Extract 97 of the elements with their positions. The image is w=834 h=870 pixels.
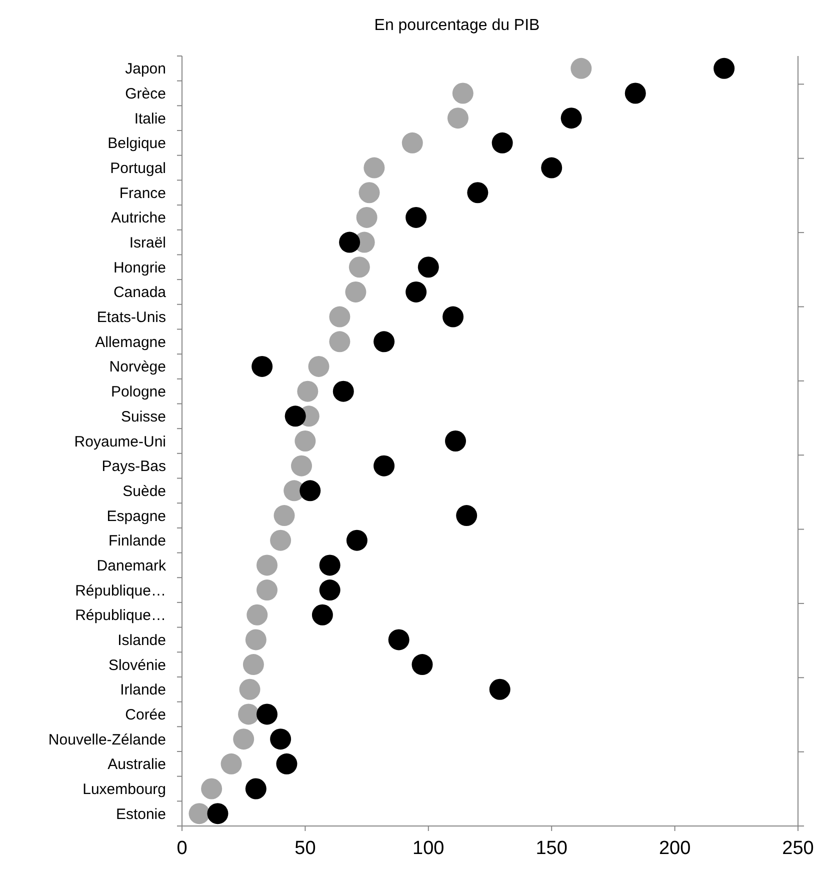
point: [308, 356, 330, 377]
point: [374, 331, 395, 352]
x-tick-label: 200: [658, 838, 691, 859]
y-tick-label: Israël: [129, 234, 166, 252]
y-tick-label: Islande: [118, 632, 166, 649]
x-tick-label: 0: [176, 838, 188, 859]
point: [560, 108, 582, 129]
point: [348, 256, 370, 278]
point: [238, 704, 260, 725]
y-tick-label: Hongrie: [113, 259, 166, 276]
point: [245, 629, 266, 650]
point: [329, 331, 350, 352]
point: [456, 505, 478, 526]
y-tick-label: Pologne: [110, 384, 166, 401]
point: [339, 232, 360, 253]
x-tick-label: 250: [782, 838, 814, 859]
point: [374, 455, 395, 476]
point: [245, 778, 266, 800]
y-tick-label: Allemagne: [95, 334, 166, 351]
point: [346, 530, 368, 551]
y-tick-label: Nouvelle-Zélande: [48, 731, 166, 748]
point: [246, 604, 268, 626]
y-tick-label: Canada: [113, 284, 167, 302]
x-tick-label: 50: [294, 838, 316, 859]
point: [284, 406, 306, 427]
point: [406, 206, 427, 228]
y-tick-label: Belgique: [108, 135, 166, 152]
point: [364, 157, 385, 178]
point: [489, 678, 510, 700]
point: [300, 480, 321, 502]
point: [570, 58, 592, 79]
y-tick-label: République…: [75, 582, 166, 600]
point: [233, 728, 254, 750]
point: [445, 430, 466, 452]
point: [270, 728, 292, 750]
point: [297, 380, 318, 402]
point: [319, 580, 340, 601]
point: [256, 554, 278, 576]
point: [274, 505, 295, 526]
point: [541, 157, 562, 178]
chart-title: En pourcentage du PIB: [374, 17, 540, 34]
point: [447, 108, 468, 129]
x-tick-label: 150: [536, 838, 568, 859]
y-tick-label: Pays-Bas: [102, 458, 166, 476]
point: [388, 629, 410, 650]
y-tick-label: Corée: [125, 706, 166, 724]
y-tick-label: France: [119, 184, 166, 202]
point: [402, 132, 423, 154]
y-tick-label: Norvège: [109, 358, 166, 376]
x-tick-label: 100: [412, 838, 444, 859]
point: [188, 803, 210, 824]
point: [714, 58, 735, 79]
point: [256, 580, 278, 601]
point: [492, 132, 513, 154]
y-tick-label: Etats-Unis: [96, 309, 166, 326]
y-tick-label: Suisse: [120, 408, 166, 426]
point: [452, 82, 474, 104]
point: [356, 206, 378, 228]
point: [239, 678, 260, 700]
y-tick-label: Australie: [108, 756, 166, 774]
point: [467, 182, 488, 204]
point: [329, 306, 350, 328]
y-tick-label: Royaume-Uni: [74, 433, 166, 450]
point: [294, 430, 316, 452]
point: [412, 654, 433, 676]
point: [332, 380, 354, 402]
y-tick-label: Espagne: [106, 508, 166, 525]
point: [345, 281, 366, 302]
point: [270, 530, 292, 551]
point: [291, 455, 312, 476]
y-tick-label: Grèce: [125, 86, 166, 103]
point: [624, 82, 646, 104]
y-tick-label: Irlande: [120, 682, 166, 699]
point: [418, 256, 439, 278]
point: [242, 654, 264, 676]
point: [312, 604, 333, 626]
y-tick-label: Portugal: [110, 160, 166, 178]
y-tick-label: Finlande: [108, 532, 166, 550]
point: [220, 753, 242, 774]
point: [319, 554, 340, 576]
point: [276, 753, 298, 774]
y-tick-label: Luxembourg: [82, 780, 166, 798]
y-tick-label: République…: [75, 607, 166, 624]
y-tick-label: Japon: [125, 60, 166, 78]
point: [406, 281, 427, 302]
y-tick-label: Suède: [122, 482, 166, 500]
point: [252, 356, 273, 377]
point: [201, 778, 222, 800]
y-tick-label: Autriche: [110, 210, 166, 227]
point: [442, 306, 464, 328]
y-tick-label: Estonie: [116, 806, 166, 823]
point: [256, 704, 278, 725]
point: [358, 182, 380, 204]
y-tick-label: Danemark: [96, 557, 166, 574]
y-tick-label: Italie: [134, 110, 166, 128]
point: [207, 803, 228, 824]
y-tick-label: Slovénie: [108, 656, 166, 674]
